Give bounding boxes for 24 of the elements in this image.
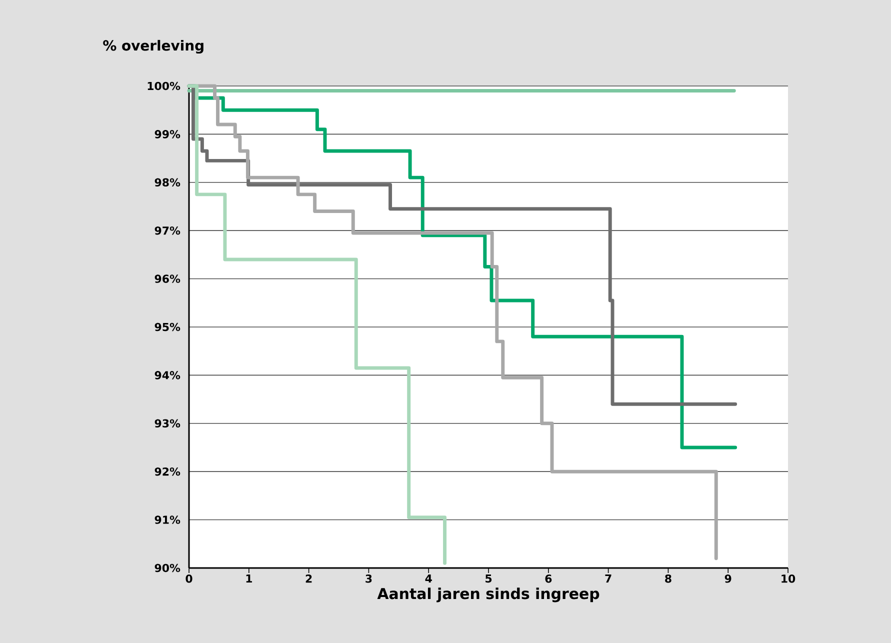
- y-tick-label: 95%: [154, 322, 180, 332]
- x-tick-label: 6: [545, 574, 552, 583]
- x-axis-title: Aantal jaren sinds ingreep: [377, 588, 600, 602]
- x-tick-label: 5: [486, 574, 492, 583]
- y-tick-label: 96%: [154, 274, 180, 283]
- y-tick-label: 93%: [154, 419, 180, 428]
- x-tick-label: 7: [605, 574, 612, 582]
- y-tick-label: 98%: [154, 178, 180, 187]
- y-tick-label: 92%: [154, 467, 180, 476]
- x-tick-label: 2: [306, 574, 312, 583]
- x-tick-label: 3: [366, 574, 372, 583]
- y-tick-label: 100%: [148, 82, 180, 90]
- x-tick-label: 8: [665, 574, 672, 583]
- y-tick-label: 94%: [154, 371, 180, 380]
- y-tick-label: 99%: [154, 130, 180, 138]
- x-tick-label: 1: [246, 574, 252, 582]
- y-tick-label: 97%: [154, 226, 180, 235]
- x-tick-label: 4: [425, 574, 432, 582]
- x-tick-label: 10: [782, 574, 796, 583]
- x-tick-label: 0: [186, 574, 192, 583]
- y-tick-label: 90%: [154, 564, 180, 572]
- y-axis-title: % overleving: [103, 40, 204, 54]
- y-tick-label: 91%: [154, 516, 180, 524]
- x-tick-label: 9: [724, 574, 732, 583]
